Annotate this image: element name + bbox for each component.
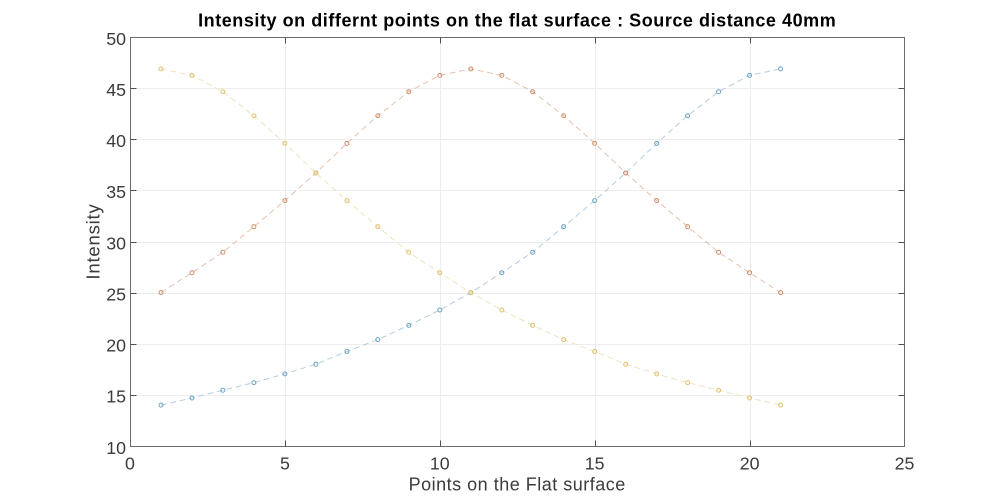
- svg-text:20: 20: [106, 336, 126, 356]
- svg-text:20: 20: [740, 454, 760, 474]
- svg-text:10: 10: [106, 438, 126, 458]
- svg-text:30: 30: [106, 233, 126, 253]
- svg-text:5: 5: [280, 454, 290, 474]
- svg-text:25: 25: [895, 454, 915, 474]
- svg-text:45: 45: [106, 80, 126, 100]
- svg-text:15: 15: [585, 454, 605, 474]
- svg-text:35: 35: [106, 182, 126, 202]
- svg-text:0: 0: [125, 454, 135, 474]
- svg-text:25: 25: [106, 284, 126, 304]
- svg-text:Points on the Flat surface: Points on the Flat surface: [409, 474, 626, 494]
- svg-text:10: 10: [430, 454, 450, 474]
- svg-text:50: 50: [106, 29, 126, 49]
- svg-text:Intensity on differnt points o: Intensity on differnt points on the flat…: [198, 11, 836, 31]
- svg-text:Intensity: Intensity: [83, 203, 104, 279]
- svg-text:15: 15: [106, 387, 126, 407]
- svg-text:40: 40: [106, 131, 126, 151]
